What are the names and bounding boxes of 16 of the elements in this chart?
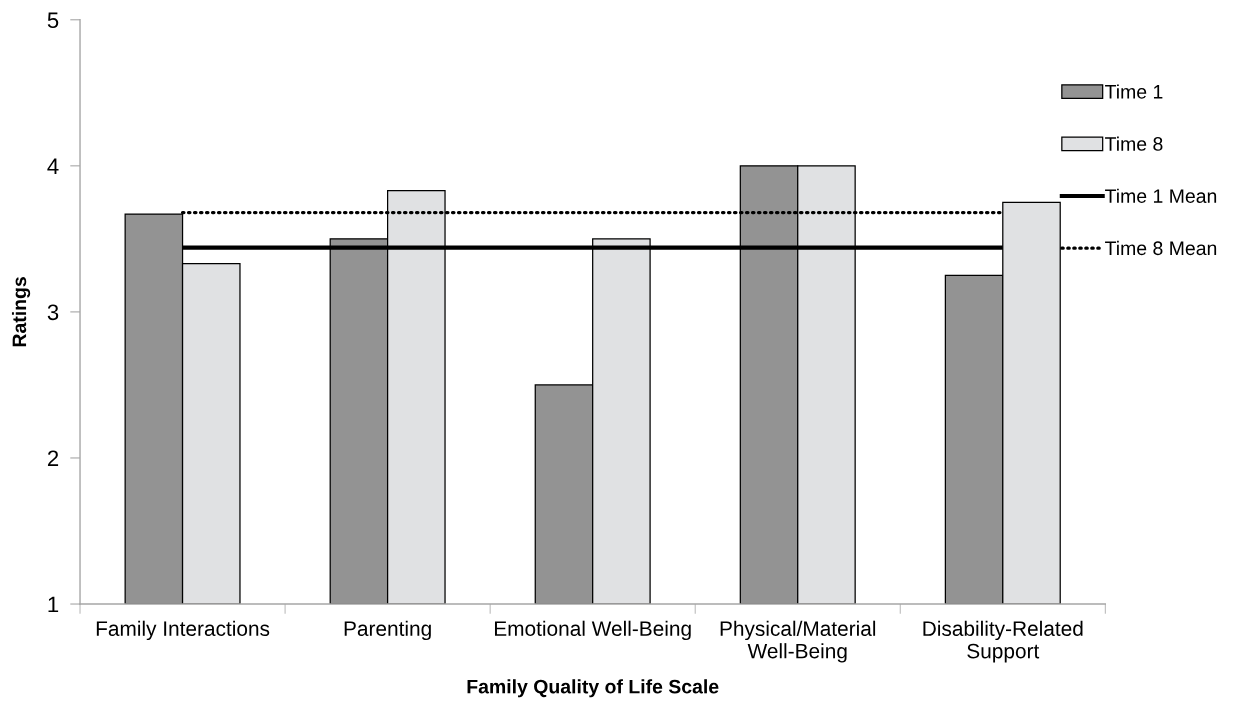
legend-label: Time 8 Mean xyxy=(1105,240,1217,256)
x-tick-label: Family Interactions xyxy=(96,620,270,641)
y-tick-label: 4 xyxy=(47,158,59,174)
y-tick-label: 3 xyxy=(47,304,59,321)
x-tick-label: Parenting xyxy=(344,620,431,641)
y-tick-label: 1 xyxy=(48,596,59,613)
x-tick-label: Disability-Related Support xyxy=(923,620,1083,663)
y-axis-title: Ratings xyxy=(11,277,31,347)
x-axis-title: Family Quality of Life Scale xyxy=(467,679,719,698)
legend-label: Time 1 Mean xyxy=(1105,188,1217,203)
x-tick-label: Emotional Well-Being xyxy=(494,620,691,641)
legend-label: Time 8 xyxy=(1105,136,1163,151)
legend-label: Time 1 xyxy=(1105,84,1163,99)
y-tick-label: 5 xyxy=(47,12,59,29)
x-tick-label: Physical/Material Well-Being xyxy=(720,620,876,663)
y-tick-label: 2 xyxy=(47,450,59,467)
